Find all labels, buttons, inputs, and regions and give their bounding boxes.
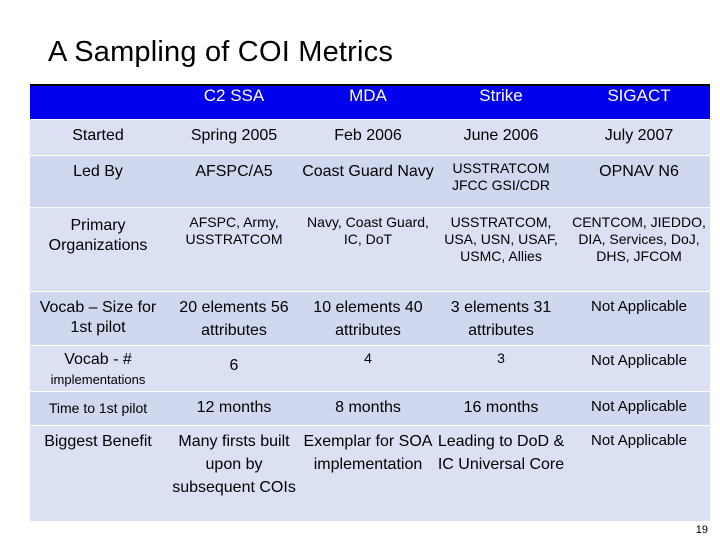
cell-mda: 8 months	[302, 391, 434, 426]
cell-c2-ssa: 12 months	[166, 391, 302, 426]
row-label: Led By	[30, 155, 166, 208]
row-vocab-implementations: Vocab - # implementations 6 4 3 Not Appl…	[30, 345, 710, 392]
cell-c2-ssa: AFSPC/A5	[166, 155, 302, 208]
coi-metrics-table: C2 SSA MDA Strike SIGACT Started Spring …	[30, 86, 710, 522]
row-label: Biggest Benefit	[30, 425, 166, 522]
header-c2-ssa: C2 SSA	[166, 86, 302, 120]
row-led-by: Led By AFSPC/A5 Coast Guard Navy USSTRAT…	[30, 155, 710, 208]
row-label: Started	[30, 119, 166, 156]
row-biggest-benefit: Biggest Benefit Many firsts built upon b…	[30, 425, 710, 522]
row-vocab-size: Vocab – Size for 1st pilot 20 elements 5…	[30, 291, 710, 346]
cell-strike: Leading to DoD & IC Universal Core	[434, 425, 568, 522]
cell-mda: Navy, Coast Guard, IC, DoT	[302, 207, 434, 292]
cell-strike: June 2006	[434, 119, 568, 156]
title-underline	[30, 84, 710, 86]
header-corner	[30, 86, 166, 120]
cell-sigact: Not Applicable	[568, 345, 710, 392]
cell-c2-ssa: 20 elements 56 attributes	[166, 291, 302, 346]
cell-mda: Coast Guard Navy	[302, 155, 434, 208]
row-primary-organizations: Primary Organizations AFSPC, Army, USSTR…	[30, 207, 710, 292]
cell-sigact: Not Applicable	[568, 425, 710, 522]
cell-c2-ssa: Spring 2005	[166, 119, 302, 156]
cell-strike: 3	[434, 345, 568, 392]
header-sigact: SIGACT	[568, 86, 710, 120]
cell-mda: Exemplar for SOA implementation	[302, 425, 434, 522]
cell-strike: 3 elements 31 attributes	[434, 291, 568, 346]
cell-sigact: CENTCOM, JIEDDO, DIA, Services, DoJ, DHS…	[568, 207, 710, 292]
page-number: 19	[695, 524, 708, 536]
cell-strike: USSTRATCOM, USA, USN, USAF, USMC, Allies	[434, 207, 568, 292]
cell-strike: USSTRATCOM JFCC GSI/CDR	[434, 155, 568, 208]
cell-mda: Feb 2006	[302, 119, 434, 156]
header-mda: MDA	[302, 86, 434, 120]
row-time-to-pilot: Time to 1st pilot 12 months 8 months 16 …	[30, 391, 710, 426]
slide-title: A Sampling of COI Metrics	[48, 36, 394, 68]
row-started: Started Spring 2005 Feb 2006 June 2006 J…	[30, 119, 710, 156]
cell-sigact: OPNAV N6	[568, 155, 710, 208]
cell-mda: 10 elements 40 attributes	[302, 291, 434, 346]
cell-sigact: July 2007	[568, 119, 710, 156]
cell-c2-ssa: AFSPC, Army, USSTRATCOM	[166, 207, 302, 292]
row-label: Vocab - # implementations	[30, 345, 166, 392]
header-row: C2 SSA MDA Strike SIGACT	[30, 86, 710, 120]
cell-sigact: Not Applicable	[568, 391, 710, 426]
row-label: Primary Organizations	[30, 207, 166, 292]
cell-sigact: Not Applicable	[568, 291, 710, 346]
cell-strike: 16 months	[434, 391, 568, 426]
cell-c2-ssa: Many firsts built upon by subsequent COI…	[166, 425, 302, 522]
cell-c2-ssa: 6	[166, 345, 302, 392]
row-label-main: Vocab - #	[64, 351, 132, 368]
row-label-sub: implementations	[50, 372, 146, 387]
row-label: Vocab – Size for 1st pilot	[30, 291, 166, 346]
header-strike: Strike	[434, 86, 568, 120]
row-label: Time to 1st pilot	[30, 391, 166, 426]
cell-mda: 4	[302, 345, 434, 392]
